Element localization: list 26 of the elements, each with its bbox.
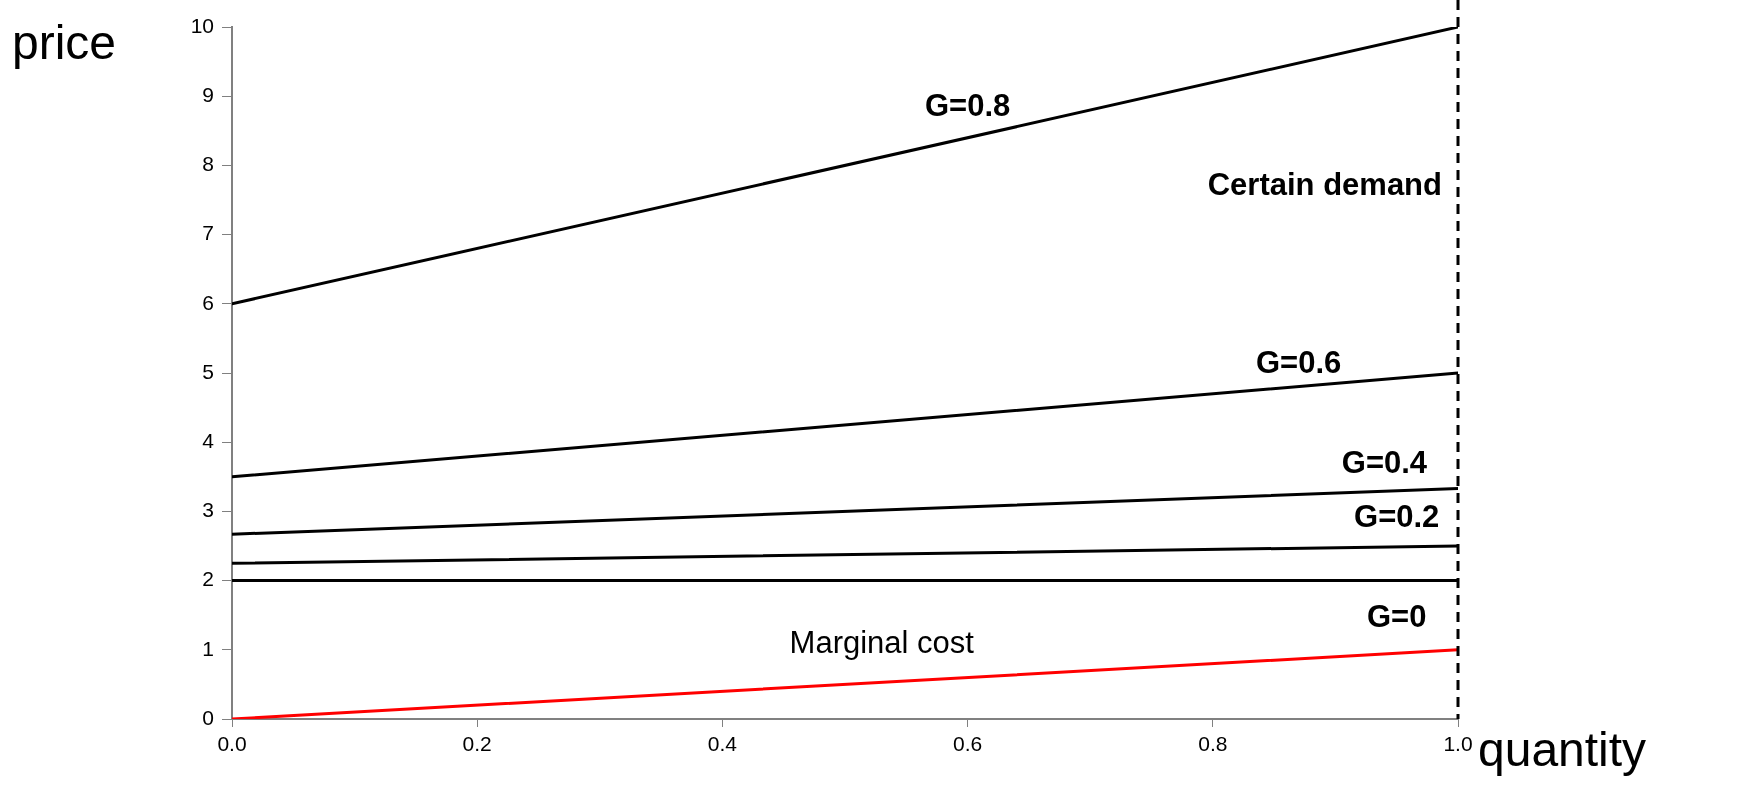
series-label: Marginal cost xyxy=(789,624,975,660)
y-tick-label: 9 xyxy=(202,83,214,106)
series-label: G=0 xyxy=(1366,599,1427,635)
y-tick-label: 10 xyxy=(190,13,214,37)
x-tick-label: 0.6 xyxy=(953,732,983,756)
x-tick-label: 1.0 xyxy=(1443,732,1473,756)
x-tick-label: 0.0 xyxy=(217,732,247,756)
x-tick-label: 0.4 xyxy=(707,732,738,756)
y-tick-label: 7 xyxy=(202,221,214,245)
y-tick-label: 5 xyxy=(202,359,214,383)
series-label: G=0.4 xyxy=(1341,444,1428,480)
y-tick-label: 8 xyxy=(202,152,214,176)
y-tick-label: 2 xyxy=(202,567,214,591)
x-tick-label: 0.8 xyxy=(1198,732,1228,756)
y-tick-label: 6 xyxy=(202,290,214,314)
y-axis-title: price xyxy=(12,16,117,70)
x-tick-label: 0.2 xyxy=(462,732,492,756)
series-label: G=0.2 xyxy=(1354,499,1440,535)
y-tick-label: 1 xyxy=(202,636,214,660)
series-label: G=0.8 xyxy=(924,88,1011,124)
y-tick-label: 3 xyxy=(202,498,214,522)
x-axis-title: quantity xyxy=(1478,723,1647,777)
ref-line-label: Certain demand xyxy=(1207,166,1442,202)
y-tick-label: 4 xyxy=(202,429,215,452)
y-tick-label: 0 xyxy=(202,705,214,729)
series-label: G=0.6 xyxy=(1255,345,1342,381)
